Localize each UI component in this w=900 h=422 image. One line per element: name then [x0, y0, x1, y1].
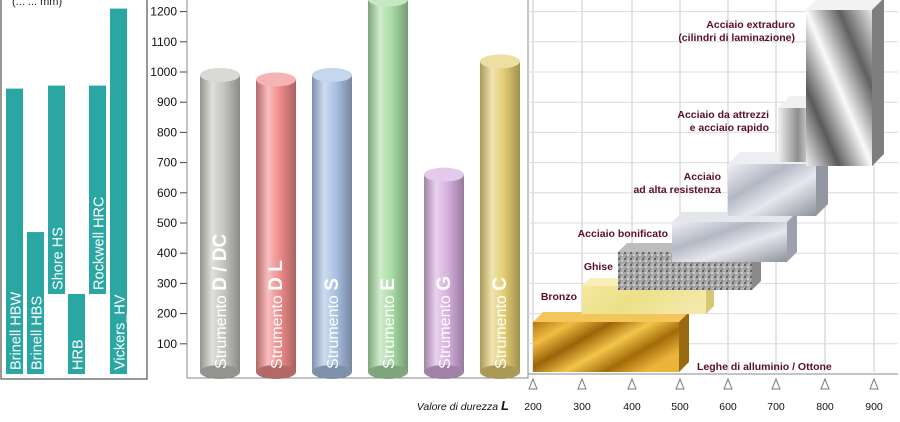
x-tick-label: 900 — [865, 401, 883, 413]
x-tick-marker — [869, 377, 879, 390]
instrument-cylinder-base — [200, 365, 240, 379]
material-block-side — [872, 0, 884, 166]
instrument-cylinder-top — [200, 68, 240, 83]
material-label: ad alta resistenza — [633, 184, 721, 196]
material-block-side — [816, 152, 828, 216]
instrument-cylinder-top — [312, 68, 352, 83]
y-tick-label: 600 — [157, 186, 177, 200]
material-label: Ghise — [584, 261, 613, 273]
instrument-label: Strumento D / DC — [210, 233, 231, 369]
x-tick-label: 800 — [816, 401, 834, 413]
x-tick-marker — [723, 377, 733, 390]
x-tick-marker — [771, 377, 781, 390]
scale-bar — [48, 85, 65, 294]
x-tick-marker — [577, 377, 587, 390]
material-block-side — [787, 212, 797, 262]
scale-panel: Brinell HBW Brinell HBS Shore HS HRB Rockwel… — [0, 0, 148, 380]
instrument-cylinder — [368, 0, 408, 373]
scale-label: Vickers_HV — [113, 294, 129, 370]
instrument-cylinder-base — [256, 365, 296, 379]
material-label: Acciaio bonificato — [578, 228, 668, 240]
x-tick-label: 300 — [573, 401, 591, 413]
material-label: Leghe di alluminio / Ottone — [697, 361, 832, 373]
instrument-cylinder-top — [368, 0, 408, 7]
material-block — [672, 222, 787, 262]
scale-label: Rockwell HRC — [92, 197, 108, 290]
material-block — [582, 286, 706, 314]
instrument-label: Strumento C — [490, 277, 511, 369]
x-tick-marker — [627, 377, 637, 390]
scale-label: Shore HS — [51, 227, 67, 290]
scale-bar — [89, 85, 106, 294]
x-tick-marker — [675, 377, 685, 390]
instrument-cylinder — [312, 75, 352, 373]
instrument-panel: Strumento D / DC Strumento D L Strumento S… — [186, 0, 529, 379]
scale-label: HRB — [71, 339, 87, 370]
material-block — [533, 322, 679, 372]
x-tick-label: 200 — [524, 401, 542, 413]
scale-bar — [68, 293, 85, 374]
material-label: Acciaio da attrezzi — [677, 109, 769, 121]
instrument-label: Strumento D L — [266, 260, 287, 369]
instrument-cylinder-base — [312, 365, 352, 379]
instrument-cylinder-top — [424, 167, 464, 182]
unit-label-partial: (... ... mm) — [12, 0, 62, 8]
material-label: (cilindri di laminazione) — [678, 32, 795, 44]
instrument-cylinder — [256, 79, 296, 373]
material-label: Bronzo — [541, 291, 577, 303]
y-tick-label: 200 — [157, 307, 177, 321]
x-tick-label: 400 — [623, 401, 641, 413]
material-block-top — [806, 0, 882, 10]
instrument-label: Strumento G — [434, 276, 455, 369]
instrument-cylinder — [424, 174, 464, 372]
instrument-cylinder — [200, 75, 240, 373]
material-block-top — [533, 312, 689, 322]
x-tick-label: 500 — [671, 401, 689, 413]
material-block — [728, 164, 816, 216]
x-axis-label: Valore di durezza L — [417, 398, 509, 413]
instrument-cylinder — [480, 61, 520, 373]
instrument-label: Strumento S — [322, 278, 343, 369]
material-label: Acciaio — [684, 171, 721, 183]
instrument-cylinder-top — [480, 54, 520, 69]
scale-bar — [27, 232, 44, 374]
x-axis: 200 300 400 500 600 700 800 900 Valore di durezz… — [417, 377, 883, 413]
instrument-cylinder-base — [424, 365, 464, 379]
y-tick-label: 500 — [157, 216, 177, 230]
instrument-cylinder-base — [368, 365, 408, 379]
scale-bar — [110, 8, 127, 375]
material-label: e acciaio rapido — [690, 122, 769, 134]
y-tick-label: 100 — [157, 337, 177, 351]
material-panel: Leghe di alluminio / Ottone Bronzo Ghise Ac… — [528, 0, 898, 375]
instrument-cylinder-base — [480, 365, 520, 379]
material-block-side — [679, 312, 689, 372]
material-label: Acciaio extraduro — [706, 19, 795, 31]
x-tick-label: 700 — [767, 401, 785, 413]
scale-bar — [6, 88, 23, 375]
scale-label: Brinell HBS — [30, 296, 46, 370]
y-tick-label: 900 — [157, 95, 177, 109]
scale-label: Brinell HBW — [9, 292, 25, 370]
instrument-cylinder-top — [256, 72, 296, 87]
y-tick-label: 300 — [157, 276, 177, 290]
y-tick-label: 1200 — [150, 5, 177, 19]
instrument-panel-frame — [186, 0, 529, 379]
y-tick-label: 1000 — [150, 65, 177, 79]
y-tick-label: 1100 — [151, 35, 177, 49]
material-block — [806, 10, 872, 166]
y-axis: 100 200 300 400 500 600 700 800 900 1000 1100 1200 — [150, 0, 188, 374]
instrument-label: Strumento E — [378, 278, 399, 369]
y-tick-label: 800 — [157, 125, 177, 139]
y-tick-label: 400 — [157, 246, 177, 260]
y-tick-label: 700 — [157, 156, 177, 170]
x-tick-marker — [528, 377, 538, 390]
scale-panel-frame — [0, 0, 148, 380]
x-tick-marker — [820, 377, 830, 390]
x-tick-label: 600 — [719, 401, 737, 413]
